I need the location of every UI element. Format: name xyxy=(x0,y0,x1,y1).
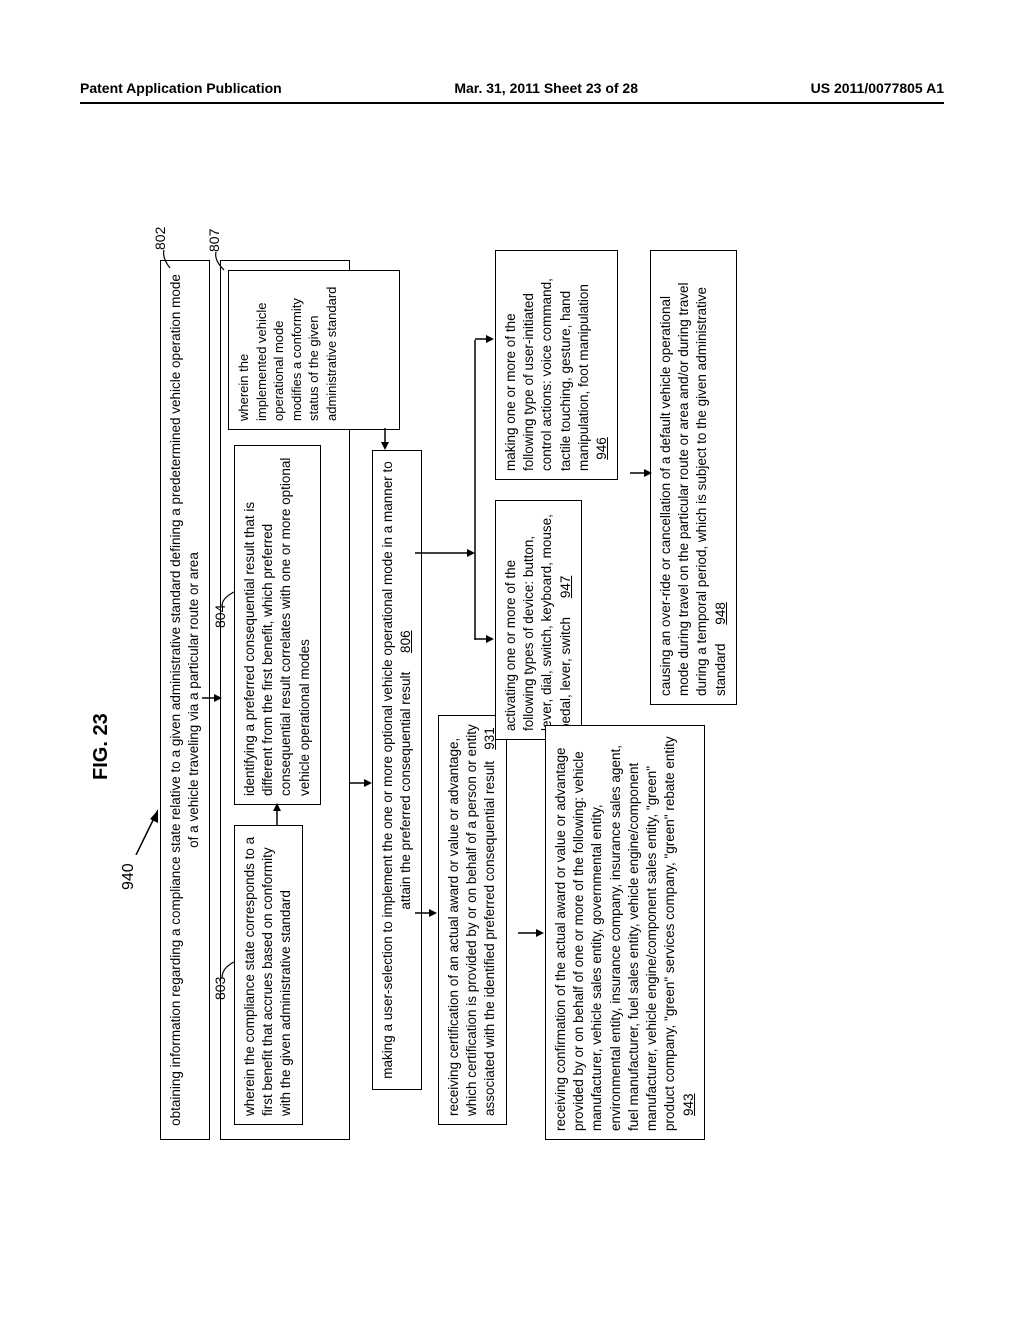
box-943: receiving confirmation of the actual awa… xyxy=(545,725,705,1140)
ref-947: 947 xyxy=(558,576,573,599)
ref-943: 943 xyxy=(681,1093,696,1116)
box-804: identifying a preferred consequential re… xyxy=(234,445,321,805)
arrow-group-806-icon xyxy=(350,776,372,790)
box-948: causing an over-ride or cancellation of … xyxy=(650,250,737,705)
header-left: Patent Application Publication xyxy=(80,80,282,96)
arrow-to-948-icon xyxy=(630,466,652,480)
page-header: Patent Application Publication Mar. 31, … xyxy=(80,80,944,104)
arrow-807-to-806-icon xyxy=(378,428,392,450)
callout-802: 802 xyxy=(152,227,168,250)
box-806-text: making a user-selection to implement the… xyxy=(380,461,413,1079)
leader-807-icon xyxy=(214,250,228,270)
box-948-text: causing an over-ride or cancellation of … xyxy=(658,283,728,696)
figure-ref-940: 940 xyxy=(120,863,138,890)
leader-804-icon xyxy=(220,586,236,608)
box-802-text: obtaining information regarding a compli… xyxy=(168,274,201,1126)
ref-948: 948 xyxy=(713,602,728,625)
box-946: making one or more of the following type… xyxy=(495,250,618,480)
arrow-803-to-804-icon xyxy=(270,803,284,825)
box-931-text: receiving certification of an actual awa… xyxy=(446,724,497,1116)
arrow-931-943-icon xyxy=(518,926,544,940)
page: Patent Application Publication Mar. 31, … xyxy=(0,0,1024,1320)
arrow-branch-left-icon xyxy=(472,632,494,646)
box-803: wherein the compliance state corresponds… xyxy=(234,825,303,1125)
arrow-to-figure-icon xyxy=(128,805,158,855)
box-804-text: identifying a preferred consequential re… xyxy=(242,458,312,796)
arrow-806-branch-icon xyxy=(415,546,475,560)
branch-horizontal-icon xyxy=(472,340,486,640)
leader-803-icon xyxy=(220,956,236,980)
box-946-text: making one or more of the following type… xyxy=(503,278,591,471)
box-807-text: wherein the implemented vehicle operatio… xyxy=(236,287,339,421)
figure-label: FIG. 23 xyxy=(90,713,113,780)
arrow-802-down-icon xyxy=(202,691,222,705)
header-center: Mar. 31, 2011 Sheet 23 of 28 xyxy=(454,80,638,96)
box-807: wherein the implemented vehicle operatio… xyxy=(228,270,400,430)
callout-804: 804 xyxy=(212,605,228,628)
arrow-branch-right-icon xyxy=(472,332,494,346)
box-947: activating one or more of the following … xyxy=(495,500,582,740)
diagram-rotated-container: FIG. 23 940 obtaining information regard… xyxy=(20,320,1020,1080)
ref-806: 806 xyxy=(398,630,413,653)
callout-803: 803 xyxy=(212,977,228,1000)
box-943-text: receiving confirmation of the actual awa… xyxy=(553,736,677,1131)
ref-946: 946 xyxy=(594,437,609,460)
box-947-text: activating one or more of the following … xyxy=(503,514,573,731)
box-931: receiving certification of an actual awa… xyxy=(438,715,507,1125)
arrow-806-931-icon xyxy=(415,906,437,920)
leader-802-icon xyxy=(162,248,174,268)
callout-807: 807 xyxy=(206,229,222,252)
flowchart-diagram: FIG. 23 940 obtaining information regard… xyxy=(140,200,900,1200)
header-right: US 2011/0077805 A1 xyxy=(811,80,944,96)
box-803-text: wherein the compliance state corresponds… xyxy=(242,837,293,1116)
